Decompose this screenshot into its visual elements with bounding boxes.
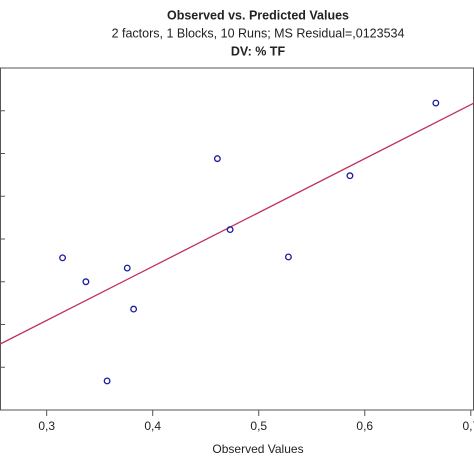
data-point [82,278,90,286]
data-point [213,155,221,163]
data-point [226,226,234,234]
data-point [123,264,131,272]
fit-line [0,102,474,345]
x-tick-label: 0,3 [38,419,55,433]
x-tick-label: 0,7 [462,419,474,433]
data-point [284,253,292,261]
data-point [103,377,111,385]
chart-title: Observed vs. Predicted Values [167,8,349,22]
data-point [59,254,67,262]
x-tick-label: 0,5 [250,419,267,433]
x-tick-label: 0,6 [356,419,373,433]
data-point [130,305,138,313]
data-point [346,172,354,180]
x-tick-label: 0,4 [144,419,161,433]
data-point [432,99,440,107]
plot-frame [0,67,474,411]
x-axis-label: Observed Values [212,442,303,456]
chart-subtitle: 2 factors, 1 Blocks, 10 Runs; MS Residua… [112,26,405,40]
dv-label: DV: % TF [231,44,286,58]
